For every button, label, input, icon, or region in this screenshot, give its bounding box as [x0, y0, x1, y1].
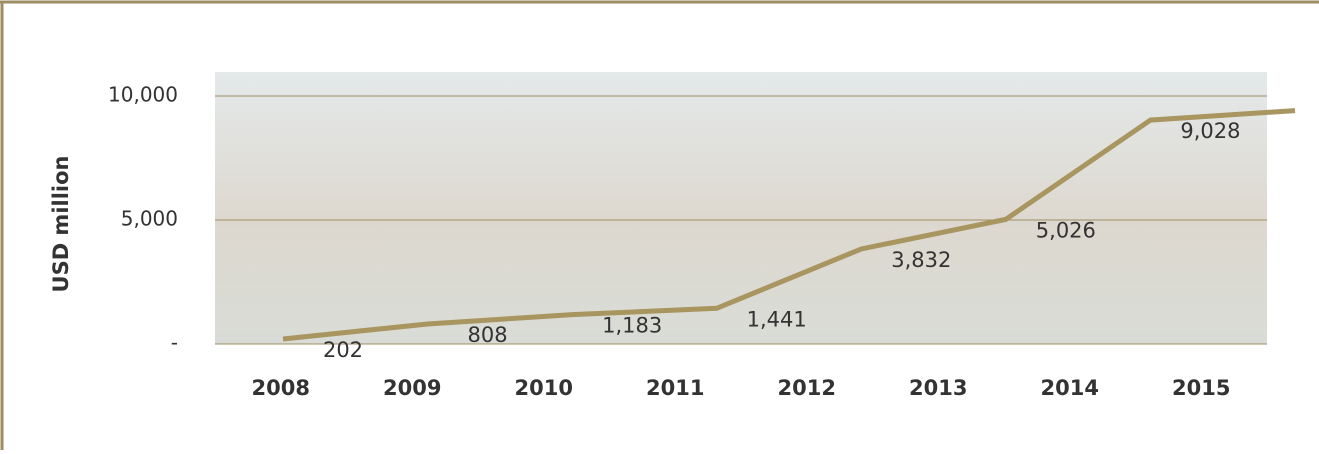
x-tick-label: 2015 — [1172, 376, 1230, 400]
plot-background — [215, 72, 1267, 344]
data-label: 1,183 — [602, 314, 662, 338]
y-tick-label: 5,000 — [121, 207, 178, 231]
x-tick-label: 2013 — [909, 376, 967, 400]
data-label: 9,028 — [1180, 119, 1240, 143]
x-tick-label: 2010 — [515, 376, 573, 400]
data-label: 202 — [323, 338, 363, 362]
y-tick-label: 10,000 — [108, 83, 178, 107]
x-tick-label: 2009 — [383, 376, 441, 400]
data-label: 5,026 — [1036, 218, 1096, 242]
x-tick-label: 2014 — [1041, 376, 1099, 400]
y-axis-label: USD million — [49, 156, 73, 293]
x-tick-label: 2011 — [646, 376, 704, 400]
data-label: 808 — [468, 323, 508, 347]
data-label: 3,832 — [891, 248, 951, 272]
chart: USD million - 5,000 10,000 2008 2009 2010 2011… — [0, 0, 1319, 450]
y-tick-label: - — [171, 331, 178, 355]
data-label: 1,441 — [747, 307, 807, 331]
x-tick-label: 2008 — [252, 376, 310, 400]
x-tick-label: 2012 — [778, 376, 836, 400]
